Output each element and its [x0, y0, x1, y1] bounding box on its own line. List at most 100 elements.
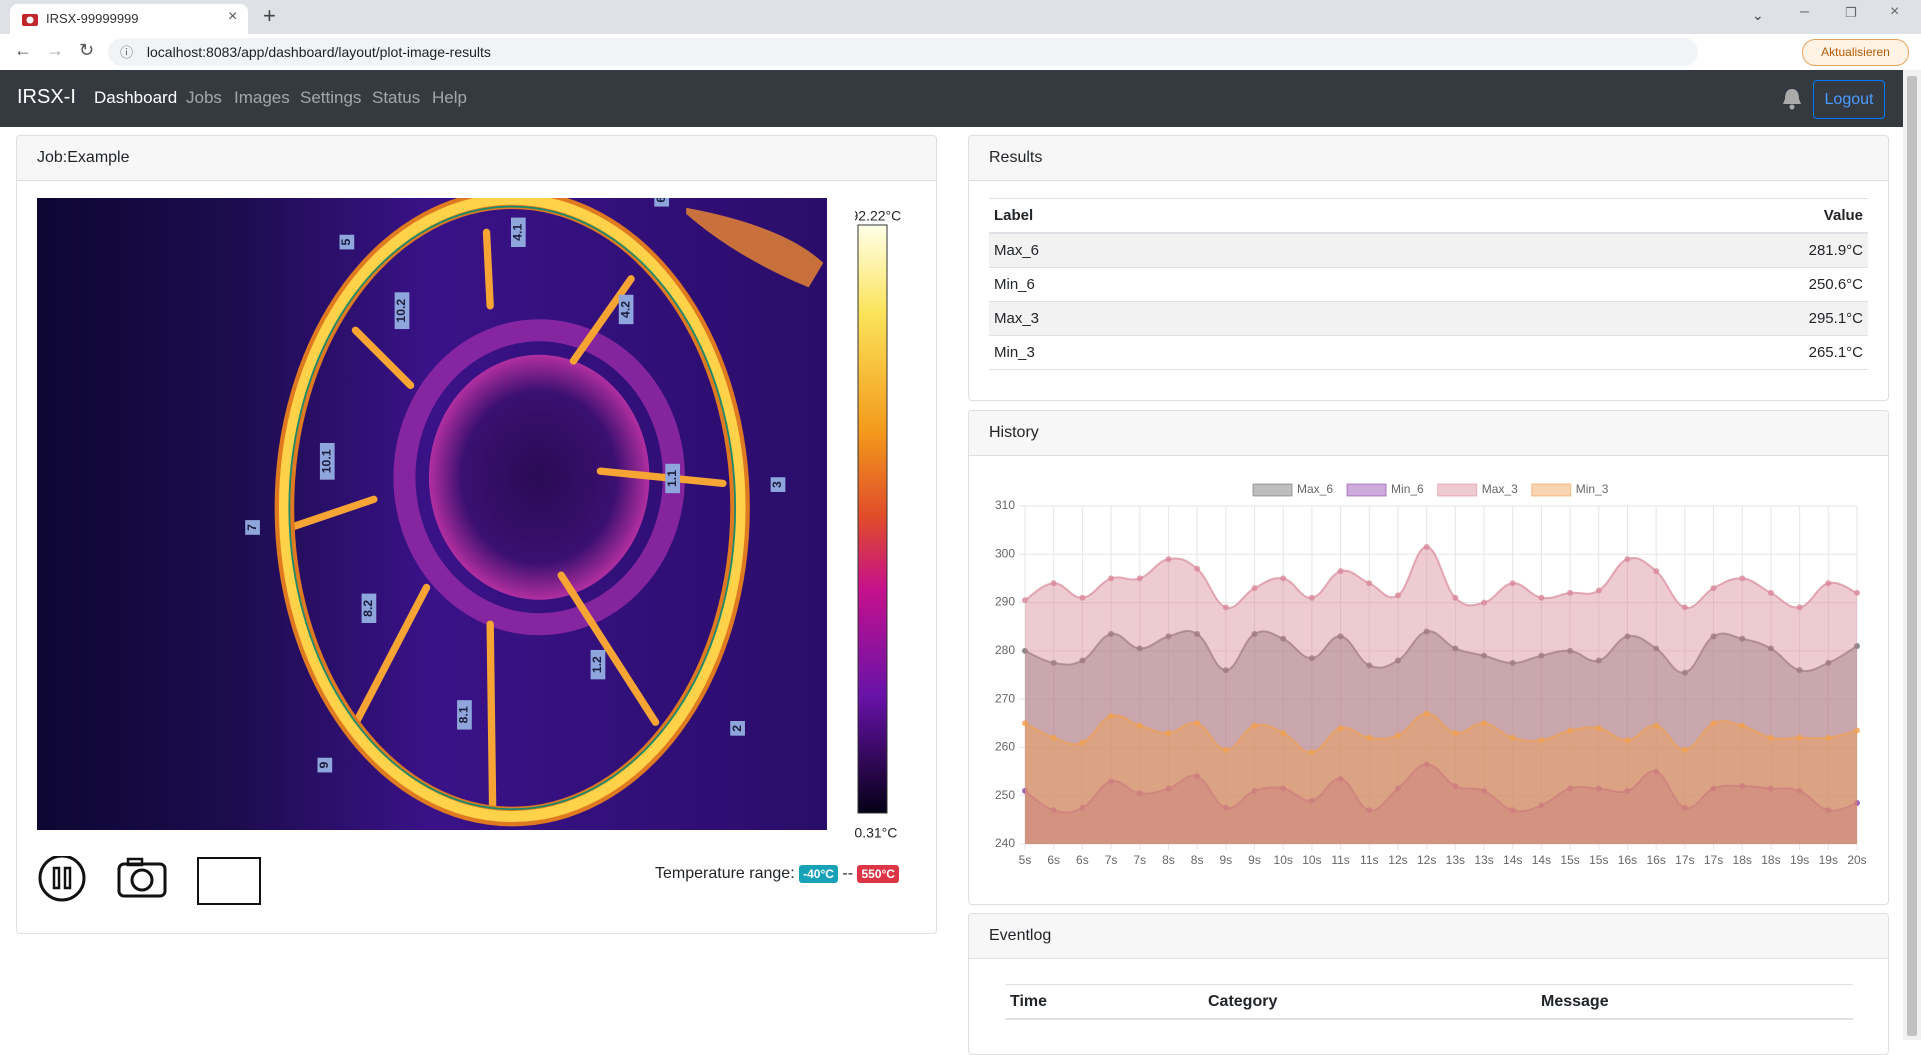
result-value: 281.9°C: [1808, 242, 1863, 259]
minimize[interactable]: –: [1800, 3, 1809, 20]
results-card: Results Label Value Max_6 281.9°C Min_6 250…: [968, 135, 1889, 401]
point: [1280, 729, 1287, 736]
point: [1452, 645, 1459, 652]
label-box: [511, 217, 526, 247]
nav-link[interactable]: Dashboard: [94, 88, 178, 107]
point: [1767, 734, 1774, 741]
point: [1796, 604, 1803, 611]
legend-label: Min_6: [1391, 482, 1424, 496]
roi-button[interactable]: [197, 857, 261, 905]
nav-link[interactable]: Help: [432, 88, 467, 107]
point: [1108, 575, 1115, 582]
result-row: Max_3 295.1°C: [989, 301, 1868, 336]
label-box: [317, 757, 333, 773]
reload[interactable]: ↻: [79, 40, 95, 60]
tab-title: IRSX-99999999: [46, 11, 139, 26]
point: [1538, 802, 1545, 809]
point: [1366, 662, 1373, 669]
image-label: 1.2: [590, 656, 604, 673]
new-tab[interactable]: +: [263, 3, 276, 28]
range-low: -40°C: [799, 865, 838, 883]
nav-link[interactable]: Settings: [300, 88, 362, 107]
tab-close[interactable]: ×: [228, 8, 238, 25]
legend-label: Max_3: [1482, 482, 1518, 496]
point: [1481, 652, 1488, 659]
controls: [38, 856, 261, 905]
y-tick-label: 270: [995, 691, 1015, 705]
snapshot-button[interactable]: [117, 857, 167, 898]
point: [1394, 732, 1401, 739]
result-row: Min_3 265.1°C: [989, 336, 1868, 370]
url-field[interactable]: ⓘ localhost:8083/app/dashboard/layout/pl…: [108, 38, 1698, 66]
y-tick-label: 290: [995, 595, 1015, 609]
point: [1222, 667, 1229, 674]
x-tick-label: 15s: [1589, 853, 1608, 867]
point: [1136, 722, 1143, 729]
point: [1280, 635, 1287, 642]
point: [1222, 804, 1229, 811]
point: [1308, 594, 1315, 601]
result-row: Max_6 281.9°C: [989, 233, 1868, 268]
area: [1025, 547, 1857, 844]
point: [1050, 734, 1057, 741]
x-tick-label: 7s: [1105, 853, 1118, 867]
point: [1394, 592, 1401, 599]
eventlog-card: Eventlog Time Category Message: [968, 913, 1889, 1055]
point: [1050, 807, 1057, 814]
point: [1796, 787, 1803, 794]
point: [1825, 659, 1832, 666]
image-label: 6: [654, 198, 668, 203]
update-button[interactable]: Aktualisieren: [1802, 39, 1909, 66]
nav-link[interactable]: Jobs: [186, 88, 222, 107]
point: [1452, 729, 1459, 736]
favicon: [22, 14, 38, 26]
point: [1681, 604, 1688, 611]
point: [1394, 785, 1401, 792]
point: [1653, 768, 1660, 775]
legend-swatch: [1531, 483, 1572, 497]
image-label: 5: [339, 238, 353, 245]
point: [1509, 734, 1516, 741]
point: [1595, 725, 1602, 732]
result-row: Min_6 250.6°C: [989, 268, 1868, 302]
browser-tab[interactable]: IRSX-99999999 ×: [10, 4, 248, 34]
point: [1308, 655, 1315, 662]
y-tick-label: 250: [995, 788, 1015, 802]
colorbar: 292.22°C 50.31°C: [855, 208, 901, 841]
url: localhost:8083/app/dashboard/layout/plot…: [146, 44, 491, 60]
x-tick-label: 18s: [1733, 853, 1752, 867]
temperature-range: Temperature range: -40°C -- 550°C: [655, 865, 899, 883]
result-value: 265.1°C: [1808, 344, 1863, 361]
point: [1108, 713, 1115, 720]
results-table: Label Value Max_6 281.9°C Min_6 250.6°C Max_…: [989, 198, 1868, 370]
close-window[interactable]: ×: [1890, 3, 1900, 20]
nav-link[interactable]: Images: [234, 88, 290, 107]
x-tick-label: 13s: [1474, 853, 1493, 867]
logout-button[interactable]: Logout: [1813, 80, 1885, 119]
brand[interactable]: IRSX-I: [17, 86, 76, 108]
tab-search[interactable]: ⌄: [1752, 7, 1764, 23]
back[interactable]: ←: [14, 40, 32, 60]
x-tick-label: 6s: [1047, 853, 1060, 867]
point: [1022, 597, 1028, 604]
nav-link[interactable]: Status: [372, 88, 421, 107]
eventlog-header: Time Category Message: [1005, 984, 1853, 1020]
bell-icon[interactable]: [1781, 87, 1803, 111]
result-value: 295.1°C: [1808, 310, 1863, 327]
point: [1767, 589, 1774, 596]
point: [1710, 720, 1717, 727]
forward[interactable]: →: [46, 40, 64, 60]
x-tick-label: 9s: [1219, 853, 1232, 867]
x-tick-label: 6s: [1076, 853, 1089, 867]
point: [1509, 807, 1516, 814]
pause-button[interactable]: [38, 856, 86, 902]
point: [1423, 710, 1430, 717]
point: [1452, 783, 1459, 790]
point: [1854, 589, 1860, 596]
restore[interactable]: ❐: [1845, 5, 1857, 20]
point: [1165, 785, 1172, 792]
result-value: 250.6°C: [1808, 276, 1863, 293]
point: [1653, 568, 1660, 575]
y-tick-label: 300: [995, 546, 1015, 560]
scrollbar[interactable]: [1903, 70, 1921, 1040]
